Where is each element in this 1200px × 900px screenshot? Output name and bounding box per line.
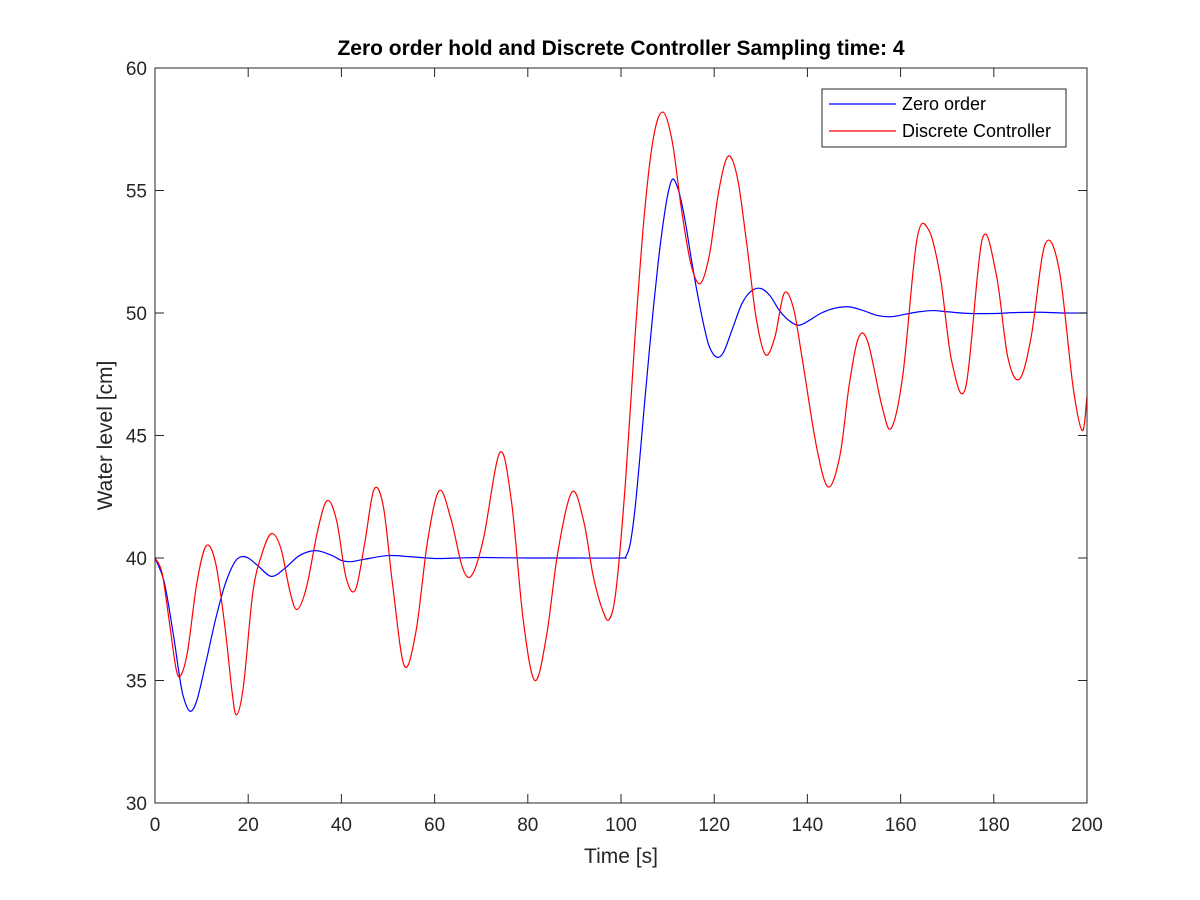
x-tick-label: 160	[885, 815, 917, 836]
x-axis-label: Time [s]	[584, 845, 658, 868]
x-tick-label: 80	[517, 815, 538, 836]
x-tick-label: 60	[424, 815, 445, 836]
y-tick-label: 60	[126, 59, 147, 80]
x-tick-label: 40	[331, 815, 352, 836]
series-line-zero-order	[155, 178, 1087, 712]
y-tick-label: 50	[126, 304, 147, 325]
y-tick-label: 35	[126, 672, 147, 693]
y-axis-label: Water level [cm]	[94, 361, 117, 511]
x-tick-label: 120	[698, 815, 730, 836]
legend-label-discrete-controller: Discrete Controller	[902, 121, 1051, 141]
x-tick-label: 100	[605, 815, 637, 836]
x-tick-label: 0	[150, 815, 161, 836]
y-axis-ticks: 30 35 40 45 50 55 60	[126, 59, 1087, 815]
y-tick-label: 30	[126, 794, 147, 815]
y-tick-label: 40	[126, 549, 147, 570]
x-axis-ticks: 0 20 40 60 80 100 120 140 160 180 200	[150, 68, 1103, 836]
plot-area	[155, 68, 1087, 803]
legend-box	[821, 88, 1067, 148]
y-tick-label: 45	[126, 427, 147, 448]
chart-title: Zero order hold and Discrete Controller …	[337, 37, 904, 60]
x-tick-label: 200	[1071, 815, 1103, 836]
series-line-discrete-controller	[155, 111, 1087, 716]
y-tick-label: 55	[126, 182, 147, 203]
x-tick-label: 180	[978, 815, 1010, 836]
legend-label-zero-order: Zero order	[902, 94, 986, 114]
legend: Zero order Discrete Controller	[821, 88, 1067, 148]
series-layer	[155, 111, 1087, 716]
x-tick-label: 20	[238, 815, 259, 836]
x-tick-label: 140	[792, 815, 824, 836]
